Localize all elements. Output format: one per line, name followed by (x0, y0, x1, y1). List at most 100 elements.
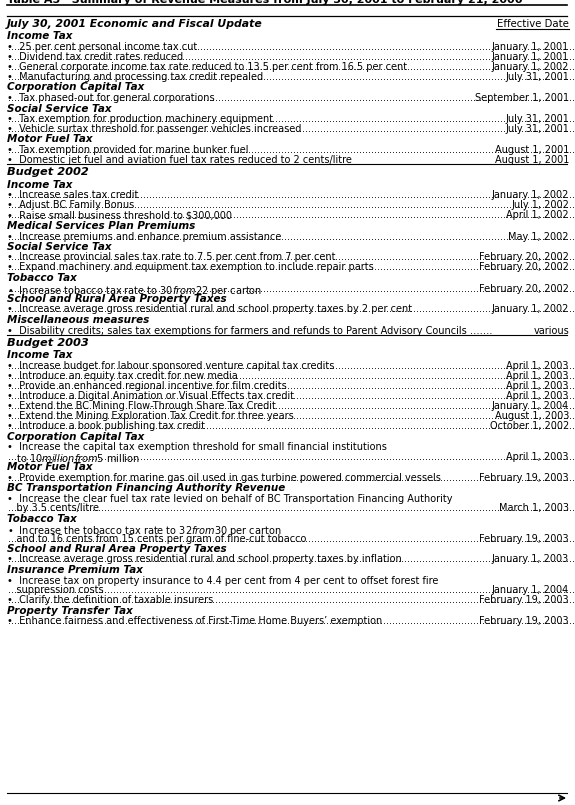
Text: Miscellaneous measures: Miscellaneous measures (7, 315, 150, 325)
Text: ................................................................................: ........................................… (8, 283, 575, 294)
Text: •  Extend the BC Mining Flow-Through Share Tax Credit: • Extend the BC Mining Flow-Through Shar… (7, 401, 276, 411)
Text: Income Tax: Income Tax (7, 350, 72, 361)
Text: •  General corporate income tax rate reduced to 13.5 per cent from 16.5 per cent: • General corporate income tax rate redu… (7, 62, 407, 72)
Text: Social Service Tax: Social Service Tax (7, 242, 112, 252)
Text: ................................................................................: ........................................… (8, 361, 575, 371)
Text: Medical Services Plan Premiums: Medical Services Plan Premiums (7, 221, 196, 231)
Text: ................................................................................: ........................................… (8, 210, 575, 221)
Text: ................................................................................: ........................................… (8, 391, 575, 401)
Text: Budget 2002: Budget 2002 (7, 167, 89, 177)
Text: Corporation Capital Tax: Corporation Capital Tax (7, 82, 144, 93)
Text: Income Tax: Income Tax (7, 180, 72, 190)
Text: ................................................................................: ........................................… (8, 191, 575, 200)
Text: May 1, 2002: May 1, 2002 (508, 232, 569, 241)
Text: ................................................................................: ........................................… (8, 616, 575, 626)
Text: January 1, 2001: January 1, 2001 (492, 42, 569, 52)
Text: Effective Date: Effective Date (497, 19, 569, 30)
Text: suppression costs: suppression costs (7, 585, 104, 595)
Text: •  Increase provincial sales tax rate to 7.5 per cent from 7 per cent: • Increase provincial sales tax rate to … (7, 253, 335, 262)
Text: January 1, 2001: January 1, 2001 (492, 52, 569, 62)
Text: ................................................................................: ........................................… (8, 371, 575, 381)
Text: to $10 million from $5 million: to $10 million from $5 million (7, 452, 140, 464)
Text: •  Increase sales tax credit: • Increase sales tax credit (7, 191, 139, 200)
Text: •  Increase the clear fuel tax rate levied on behalf of BC Transportation Financ: • Increase the clear fuel tax rate levie… (7, 493, 453, 503)
Text: •  Increase average gross residential rural and school property taxes by inflati: • Increase average gross residential rur… (7, 555, 402, 564)
Text: July 1, 2002: July 1, 2002 (511, 200, 569, 210)
Text: •  Introduce an equity tax credit for new media: • Introduce an equity tax credit for new… (7, 371, 237, 381)
Text: •  Provide exemption for marine gas oil used in gas turbine powered commercial v: • Provide exemption for marine gas oil u… (7, 473, 441, 482)
Text: ................................................................................: ........................................… (8, 262, 575, 273)
Text: July 31, 2001: July 31, 2001 (505, 114, 569, 124)
Text: April 1, 2003: April 1, 2003 (507, 381, 569, 391)
Text: ................................................................................: ........................................… (8, 145, 575, 155)
Text: August 1, 2001: August 1, 2001 (494, 155, 569, 165)
Text: ................................................................................: ........................................… (8, 381, 575, 391)
Text: January 1, 2002: January 1, 2002 (492, 304, 569, 315)
Text: ................................................................................: ........................................… (8, 473, 575, 482)
Text: January 1, 2004: January 1, 2004 (492, 401, 569, 411)
Text: July 30, 2001 Economic and Fiscal Update: July 30, 2001 Economic and Fiscal Update (7, 19, 263, 30)
Text: Social Service Tax: Social Service Tax (7, 104, 112, 114)
Text: •  Tax exemption provided for marine bunker fuel: • Tax exemption provided for marine bunk… (7, 145, 248, 155)
Text: •  Increase budget for labour sponsored venture capital tax credits: • Increase budget for labour sponsored v… (7, 361, 335, 371)
Text: February 20, 2002: February 20, 2002 (479, 253, 569, 262)
Text: BC Transportation Financing Authority Revenue: BC Transportation Financing Authority Re… (7, 483, 285, 493)
Text: Tobacco Tax: Tobacco Tax (7, 514, 77, 523)
Text: August 1, 2001: August 1, 2001 (494, 145, 569, 155)
Text: •  Domestic jet fuel and aviation fuel tax rates reduced to 2 cents/litre: • Domestic jet fuel and aviation fuel ta… (7, 155, 352, 165)
Text: ................................................................................: ........................................… (8, 200, 575, 210)
Text: •  Increase tax on property insurance to 4.4 per cent from 4 per cent to offset : • Increase tax on property insurance to … (7, 576, 438, 585)
Text: School and Rural Area Property Taxes: School and Rural Area Property Taxes (7, 294, 227, 304)
Text: January 1, 2003: January 1, 2003 (492, 555, 569, 564)
Text: July 31, 2001: July 31, 2001 (505, 72, 569, 82)
Text: January 1, 2002: January 1, 2002 (492, 62, 569, 72)
Text: ................................................................................: ........................................… (8, 401, 575, 411)
Text: •  25 per cent personal income tax cut: • 25 per cent personal income tax cut (7, 42, 197, 52)
Text: •  Raise small business threshold to $300,000: • Raise small business threshold to $300… (7, 210, 232, 221)
Text: Motor Fuel Tax: Motor Fuel Tax (7, 462, 93, 472)
Text: •  Provide an enhanced regional incentive for film credits: • Provide an enhanced regional incentive… (7, 381, 287, 391)
Text: ................................................................................: ........................................… (8, 585, 575, 595)
Text: February 19, 2003: February 19, 2003 (480, 473, 569, 482)
Text: and to 16 cents from 15 cents per gram of fine-cut tobacco: and to 16 cents from 15 cents per gram o… (7, 534, 306, 543)
Text: •  Manufacturing and processing tax credit repealed: • Manufacturing and processing tax credi… (7, 72, 263, 82)
Text: ................................................................................: ........................................… (8, 232, 575, 241)
Text: Budget 2003: Budget 2003 (7, 337, 89, 348)
Text: February 19, 2003: February 19, 2003 (480, 534, 569, 543)
Text: ................................................................................: ........................................… (8, 304, 575, 315)
Text: ................................................................................: ........................................… (8, 114, 575, 124)
Text: ................................................................................: ........................................… (8, 421, 575, 431)
Text: •  Introduce a book publishing tax credit: • Introduce a book publishing tax credit (7, 421, 205, 431)
Text: •  Introduce a Digital Animation or Visual Effects tax credit: • Introduce a Digital Animation or Visua… (7, 391, 294, 401)
Text: •  Extend the Mining Exploration Tax Credit for three years: • Extend the Mining Exploration Tax Cred… (7, 411, 294, 421)
Text: Insurance Premium Tax: Insurance Premium Tax (7, 565, 143, 575)
Text: Property Transfer Tax: Property Transfer Tax (7, 605, 133, 616)
Text: ................................................................................: ........................................… (8, 452, 575, 461)
Text: February 19, 2003: February 19, 2003 (480, 595, 569, 605)
Text: •  Vehicle surtax threshold for passenger vehicles increased: • Vehicle surtax threshold for passenger… (7, 124, 301, 134)
Text: ................................................................................: ........................................… (8, 72, 575, 82)
Text: Table A5   Summary of Revenue Measures from July 30, 2001 to February 21, 2006 ¹: Table A5 Summary of Revenue Measures fro… (7, 0, 531, 5)
Text: by 3.5 cents/litre: by 3.5 cents/litre (7, 503, 99, 513)
Text: •  Expand machinery and equipment tax exemption to include repair parts: • Expand machinery and equipment tax exe… (7, 262, 374, 273)
Text: ................................................................................: ........................................… (8, 595, 575, 605)
Text: Tobacco Tax: Tobacco Tax (7, 273, 77, 283)
Text: July 31, 2001: July 31, 2001 (505, 124, 569, 134)
Text: ................................................................................: ........................................… (8, 534, 575, 543)
Text: April 1, 2003: April 1, 2003 (507, 361, 569, 371)
Text: April 1, 2003: April 1, 2003 (507, 452, 569, 461)
Text: February 20, 2002: February 20, 2002 (479, 283, 569, 294)
Text: March 1, 2003: March 1, 2003 (499, 503, 569, 513)
Text: October 1, 2002: October 1, 2002 (490, 421, 569, 431)
Text: •  Increase premiums and enhance premium assistance: • Increase premiums and enhance premium … (7, 232, 281, 241)
Text: ................................................................................: ........................................… (8, 42, 575, 52)
Text: ................................................................................: ........................................… (8, 555, 575, 564)
Text: ................................................................................: ........................................… (8, 62, 575, 72)
Text: ................................................................................: ........................................… (8, 52, 575, 62)
Text: •  Increase tobacco tax rate to $30 from $22 per carton: • Increase tobacco tax rate to $30 from … (7, 283, 262, 298)
Text: ................................................................................: ........................................… (8, 93, 575, 103)
Text: January 1, 2002: January 1, 2002 (492, 191, 569, 200)
Text: ................................................................................: ........................................… (8, 411, 575, 421)
Text: •  Enhance fairness and effectiveness of First-Time Home Buyers’ exemption: • Enhance fairness and effectiveness of … (7, 616, 382, 626)
Text: •  Adjust BC Family Bonus: • Adjust BC Family Bonus (7, 200, 134, 210)
